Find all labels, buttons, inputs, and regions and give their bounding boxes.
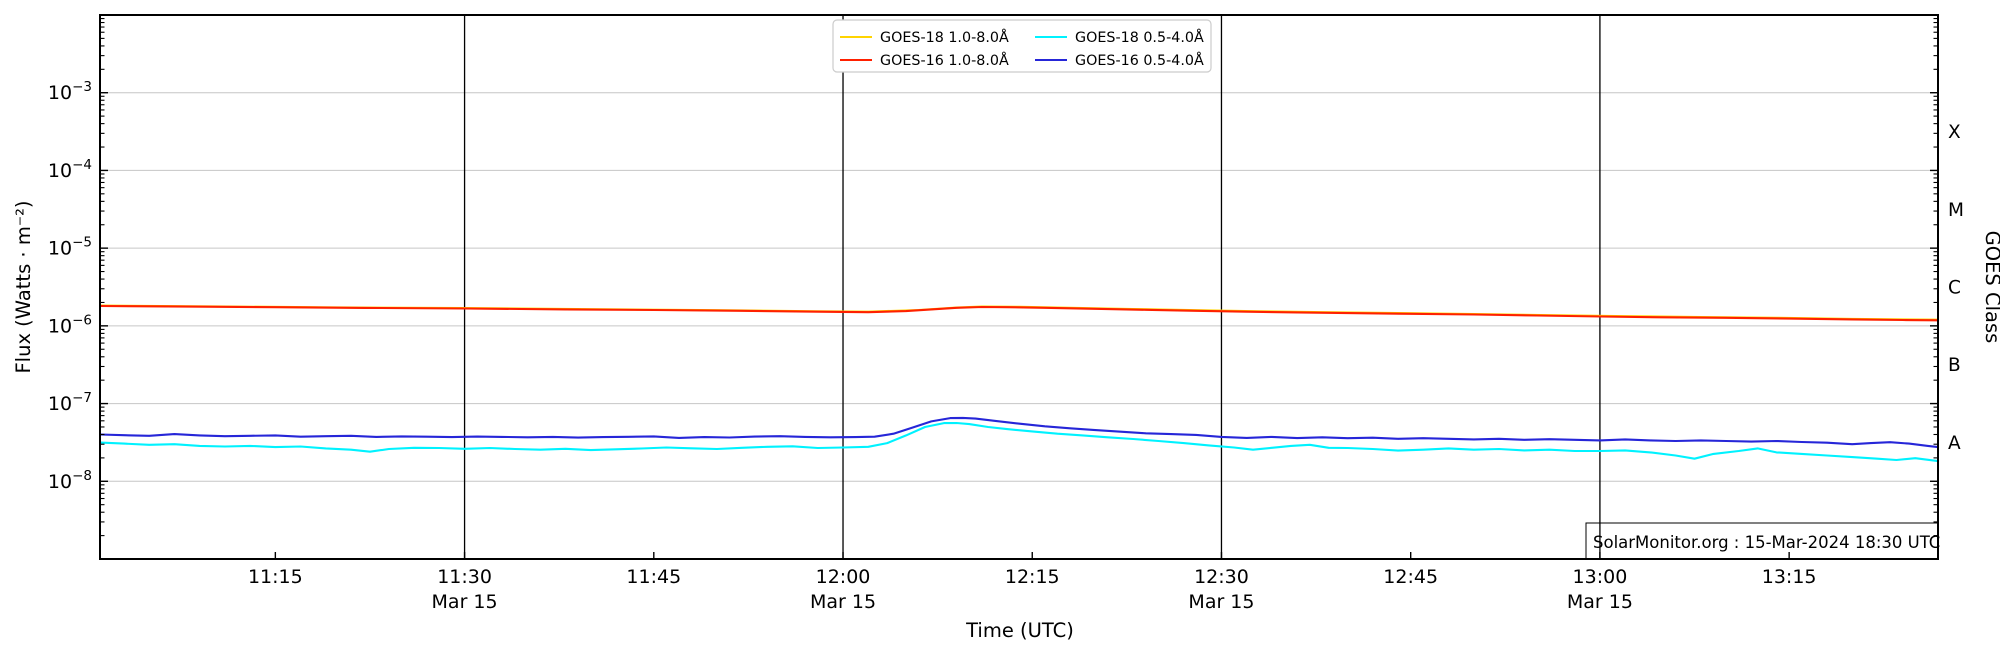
x-tick-label: 13:15 bbox=[1762, 566, 1817, 588]
x-tick-label: 12:45 bbox=[1383, 566, 1438, 588]
legend-label-goes18-short: GOES-18 0.5-4.0Å bbox=[1075, 29, 1204, 46]
x-tick-label: 12:15 bbox=[1005, 566, 1060, 588]
legend-box bbox=[832, 19, 1212, 73]
x-tick-date-label: Mar 15 bbox=[432, 591, 498, 613]
x-tick-label: 12:30 bbox=[1194, 566, 1249, 588]
goes-class-label-C: C bbox=[1948, 278, 1961, 299]
series-line-1 bbox=[98, 304, 1940, 322]
series-lines bbox=[98, 304, 1940, 463]
axis-ticks bbox=[100, 14, 1938, 560]
x-tick-date-label: Mar 15 bbox=[1188, 591, 1254, 613]
plot-border bbox=[99, 14, 1939, 560]
y-tick-labels: 10−3 10−4 10−5 10−6 10−7 10−8 bbox=[48, 79, 92, 493]
decade-gridlines bbox=[100, 92, 1938, 482]
x-axis-title: Time (UTC) bbox=[965, 619, 1074, 642]
y-tick-label: 10−7 bbox=[48, 390, 92, 415]
x-tick-date-label: Mar 15 bbox=[1567, 591, 1633, 613]
x-tick-label: 11:45 bbox=[626, 566, 681, 588]
legend-label-goes18-long: GOES-18 1.0-8.0Å bbox=[880, 29, 1009, 46]
goes-class-label-M: M bbox=[1948, 200, 1964, 221]
y-tick-label: 10−4 bbox=[48, 157, 92, 182]
series-line-3 bbox=[98, 416, 1940, 449]
y-tick-label: 10−8 bbox=[48, 468, 92, 493]
legend-label-goes16-long: GOES-16 1.0-8.0Å bbox=[880, 52, 1009, 69]
x-tick-label: 11:30 bbox=[437, 566, 492, 588]
goes-class-label-X: X bbox=[1948, 122, 1961, 143]
y-axis-title-left: Flux (Watts · m⁻²) bbox=[12, 200, 35, 373]
legend-label-goes16-short: GOES-16 0.5-4.0Å bbox=[1075, 52, 1204, 69]
x-tick-label: 13:00 bbox=[1573, 566, 1628, 588]
y-tick-label: 10−3 bbox=[48, 79, 92, 104]
y-axis-title-right: GOES Class bbox=[1981, 231, 2000, 344]
x-tick-date-label: Mar 15 bbox=[810, 591, 876, 613]
source-note: SolarMonitor.org : 15-Mar-2024 18:30 UTC bbox=[1593, 533, 1940, 552]
series-line-2 bbox=[98, 421, 1940, 463]
y-tick-label: 10−5 bbox=[48, 235, 92, 260]
y-tick-label: 10−6 bbox=[48, 312, 92, 337]
legend: GOES-18 1.0-8.0Å GOES-16 1.0-8.0Å GOES-1… bbox=[832, 19, 1212, 73]
goes-class-label-B: B bbox=[1948, 355, 1961, 376]
x-tick-labels: 11:15 11:30 Mar 15 11:45 12:00 Mar 15 12:15 12:… bbox=[248, 566, 1817, 613]
x-tick-label: 11:15 bbox=[248, 566, 303, 588]
goes-class-labels: X M C B A bbox=[1948, 122, 1964, 454]
x-tick-label: 12:00 bbox=[816, 566, 871, 588]
date-boundary-lines bbox=[463, 15, 1601, 559]
goes-class-label-A: A bbox=[1948, 433, 1961, 454]
